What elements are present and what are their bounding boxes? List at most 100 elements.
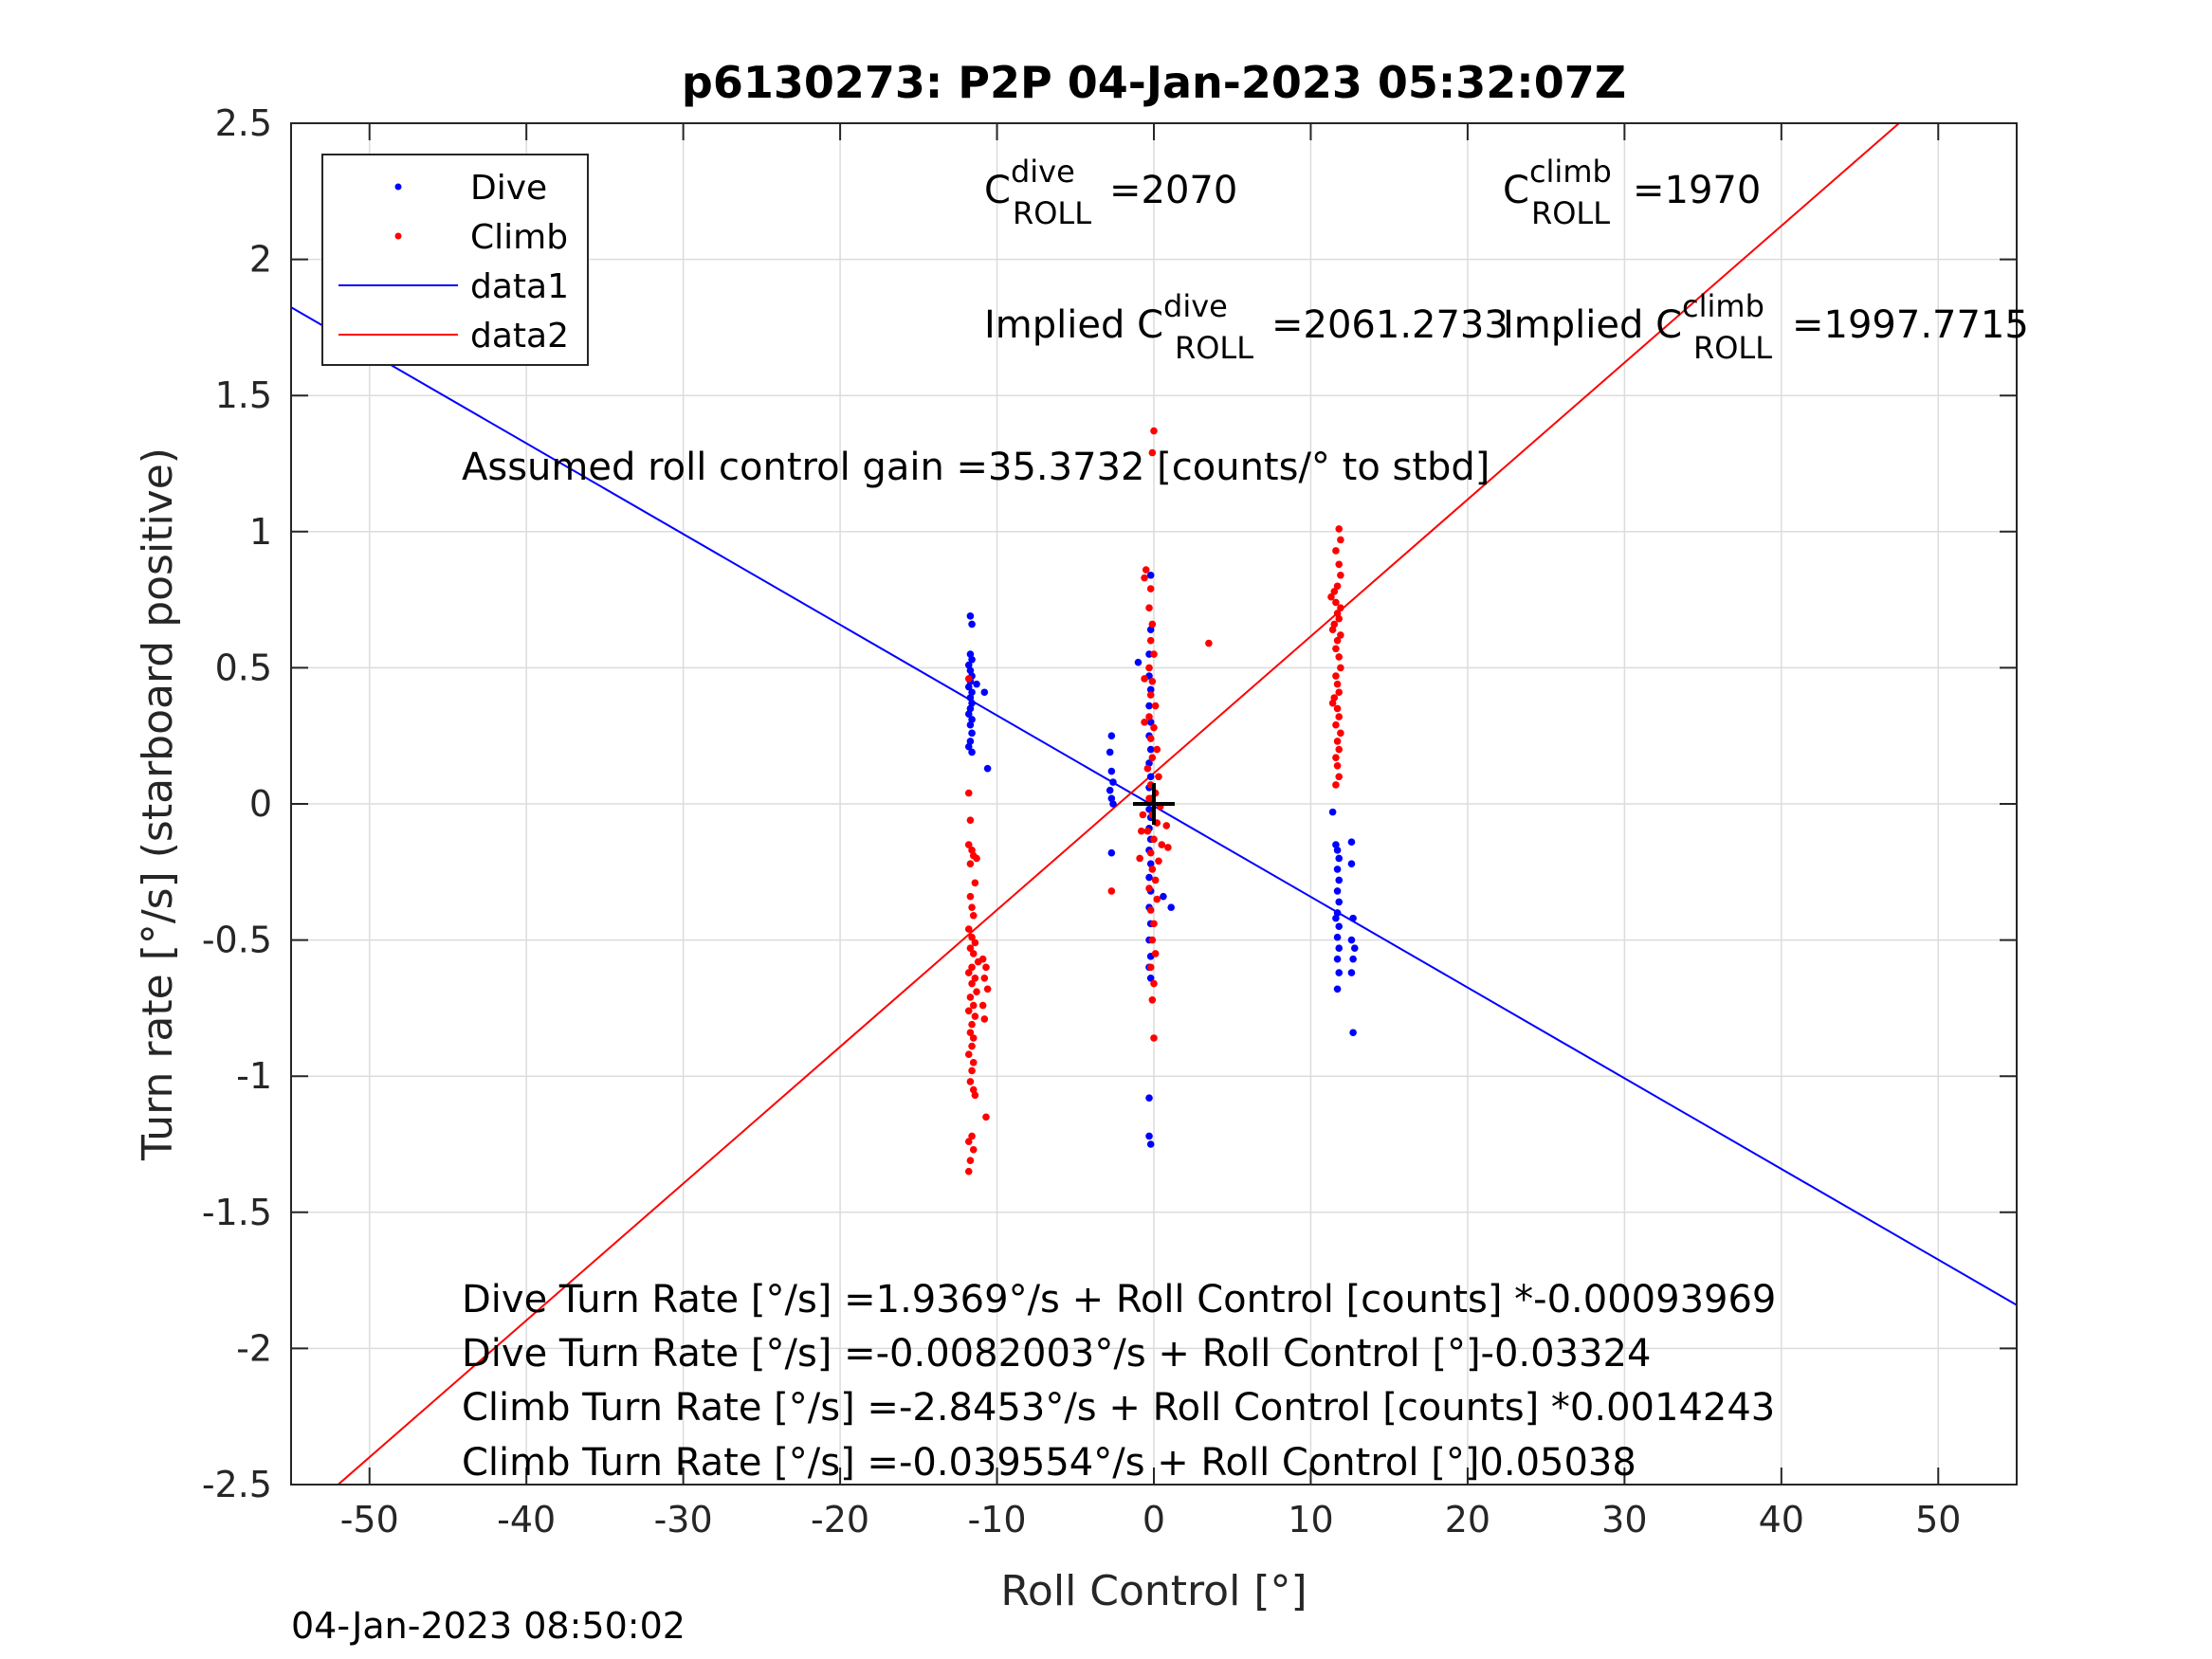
climb-point bbox=[966, 860, 975, 867]
dive-point bbox=[1145, 1094, 1153, 1102]
climb-point bbox=[1150, 920, 1158, 928]
climb-point bbox=[968, 963, 976, 972]
fit-climb-degrees-text: Climb Turn Rate [°/s] =-0.039554°/s + Ro… bbox=[462, 1441, 1636, 1485]
climb-point bbox=[966, 1078, 975, 1085]
x-axis-label: Roll Control [°] bbox=[1000, 1567, 1307, 1615]
implied-c-roll-dive-value: =2061.2733 bbox=[1271, 303, 1508, 347]
climb-point bbox=[969, 950, 978, 957]
legend-climb-marker bbox=[394, 232, 402, 240]
implied-c-roll-climb-value: =1997.7715 bbox=[1792, 303, 2029, 347]
c-roll-climb-value: =1970 bbox=[1633, 169, 1761, 212]
climb-point bbox=[1332, 672, 1340, 680]
climb-point bbox=[1150, 427, 1158, 435]
climb-point bbox=[1146, 906, 1155, 914]
dive-point bbox=[1146, 626, 1155, 633]
climb-point bbox=[966, 816, 975, 825]
dive-point bbox=[1146, 1140, 1155, 1148]
c-roll-dive-text: Cdive ROLL =2070 bbox=[984, 154, 1237, 231]
climb-point bbox=[1335, 745, 1344, 754]
legend-climb-label: Climb bbox=[470, 218, 568, 257]
implied-c-roll-climb-sup: climb bbox=[1682, 288, 1764, 324]
x-tick-label: 50 bbox=[1915, 1499, 1961, 1540]
climb-point bbox=[1145, 664, 1153, 672]
climb-point bbox=[968, 1042, 976, 1050]
dive-point bbox=[1146, 685, 1155, 694]
climb-point bbox=[1335, 713, 1344, 720]
climb-point bbox=[968, 847, 976, 854]
climb-point bbox=[968, 1020, 976, 1029]
dive-point bbox=[1335, 876, 1344, 884]
y-tick-label: 2.5 bbox=[215, 102, 272, 144]
climb-point bbox=[1148, 754, 1157, 761]
climb-point bbox=[1148, 448, 1157, 457]
x-tick-labels: -50 -40 -30 -20 -10 0 10 20 30 40 50 bbox=[340, 1499, 1962, 1540]
climb-point bbox=[1146, 691, 1155, 699]
climb-point bbox=[1335, 653, 1344, 661]
legend-box bbox=[321, 154, 589, 366]
climb-point bbox=[978, 1001, 987, 1010]
x-tick-label: -40 bbox=[497, 1499, 556, 1540]
climb-point bbox=[980, 975, 989, 982]
dive-point bbox=[968, 655, 976, 664]
dive-point bbox=[1332, 914, 1340, 922]
origin-marker-layer bbox=[1133, 783, 1175, 825]
climb-point bbox=[1151, 702, 1160, 710]
c-roll-dive-base: C bbox=[984, 169, 1011, 212]
climb-point bbox=[978, 955, 987, 963]
dive-point bbox=[1347, 860, 1356, 867]
x-tick-label: -30 bbox=[654, 1499, 713, 1540]
legend-data1-label: data1 bbox=[470, 267, 569, 306]
climb-point bbox=[1148, 620, 1157, 629]
climb-point bbox=[971, 975, 979, 982]
c-roll-dive-sub: ROLL bbox=[1013, 195, 1091, 231]
implied-c-roll-dive-text: Implied Cdive ROLL =2061.2733 bbox=[984, 288, 1508, 366]
climb-point bbox=[1150, 1034, 1158, 1042]
dive-point bbox=[980, 688, 989, 697]
climb-point bbox=[1145, 713, 1153, 720]
climb-point bbox=[968, 903, 976, 911]
dive-point bbox=[1335, 969, 1344, 976]
dive-point bbox=[1145, 805, 1153, 813]
climb-point bbox=[1335, 688, 1344, 697]
climb-point bbox=[1332, 754, 1340, 761]
climb-point bbox=[1151, 950, 1160, 957]
y-tick-label: -1.5 bbox=[202, 1192, 272, 1233]
climb-point bbox=[1146, 636, 1155, 645]
legend-dive-marker bbox=[394, 183, 402, 191]
x-tick-label: -20 bbox=[811, 1499, 869, 1540]
dive-point bbox=[1109, 800, 1117, 808]
climb-point bbox=[1330, 620, 1339, 629]
climb-point bbox=[1164, 844, 1172, 851]
climb-point bbox=[1333, 610, 1342, 617]
climb-point bbox=[1137, 827, 1145, 835]
climb-point bbox=[1148, 936, 1157, 944]
implied-c-roll-climb-base: Implied C bbox=[1503, 303, 1682, 347]
climb-point bbox=[1148, 866, 1157, 873]
dive-point bbox=[1332, 841, 1340, 848]
climb-point bbox=[1143, 827, 1152, 835]
climb-point bbox=[968, 1066, 976, 1075]
climb-point bbox=[1143, 764, 1152, 773]
climb-point bbox=[1153, 745, 1161, 754]
climb-point bbox=[1205, 639, 1213, 647]
climb-point bbox=[1148, 995, 1157, 1004]
dive-point bbox=[1146, 975, 1155, 982]
x-tick-label: 20 bbox=[1445, 1499, 1490, 1540]
dive-point bbox=[968, 748, 976, 757]
dive-point bbox=[1333, 985, 1342, 994]
climb-point bbox=[1328, 699, 1337, 707]
series-points-climb bbox=[964, 427, 1344, 1176]
climb-point bbox=[1145, 884, 1153, 892]
y-tick-label: -2.5 bbox=[202, 1464, 272, 1505]
dive-point bbox=[1146, 745, 1155, 754]
dive-point bbox=[1347, 969, 1356, 976]
climb-point bbox=[1333, 704, 1342, 713]
x-tick-label: -50 bbox=[340, 1499, 399, 1540]
y-tick-label: 1.5 bbox=[215, 374, 272, 416]
dive-point bbox=[968, 620, 976, 629]
climb-point bbox=[1150, 723, 1158, 732]
dive-point bbox=[964, 661, 973, 669]
dive-point bbox=[1107, 848, 1116, 857]
climb-point bbox=[1333, 761, 1342, 770]
